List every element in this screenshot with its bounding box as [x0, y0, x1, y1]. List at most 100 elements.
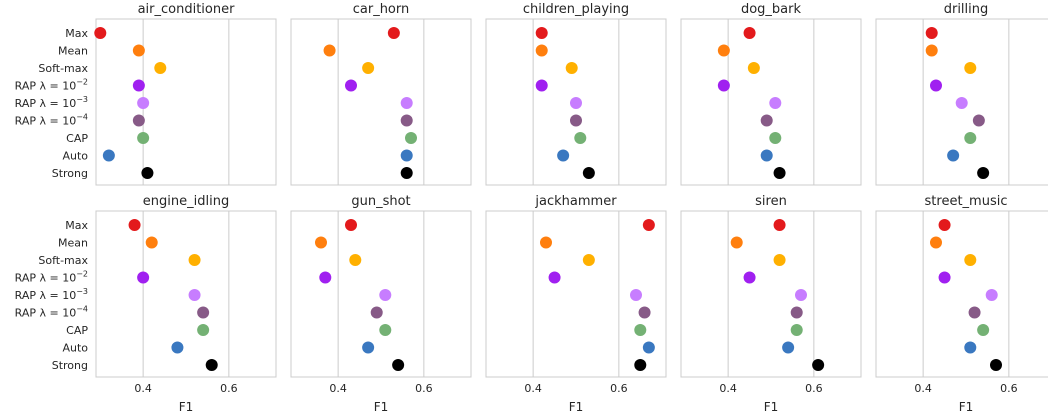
panel-title: engine_idling	[143, 194, 229, 209]
data-point-mean	[323, 44, 336, 57]
data-point-max	[128, 219, 141, 231]
x-tick-label: 0.4	[329, 382, 347, 395]
panel-car-horn: car_horn	[290, 2, 472, 186]
data-point-rap-1e-2	[743, 271, 756, 284]
data-point-mean	[730, 236, 743, 249]
data-point-soft-max	[773, 254, 786, 266]
panel-frame	[680, 18, 862, 186]
panel-title: drilling	[944, 2, 989, 17]
data-point-rap-1e-4	[197, 306, 210, 319]
data-point-strong	[392, 359, 405, 371]
data-point-rap-1e-3	[137, 97, 150, 109]
data-point-rap-1e-3	[379, 289, 392, 301]
panel-frame	[680, 210, 862, 378]
data-point-auto	[171, 341, 184, 354]
data-point-cap	[977, 324, 990, 336]
y-tick-label: CAP	[66, 132, 88, 145]
y-tick-label: Strong	[52, 167, 88, 180]
data-point-mean	[132, 44, 145, 57]
data-point-max	[642, 219, 655, 231]
panel-air-conditioner: air_conditioner Max Mean Soft-max RAP λ = 10…	[15, 2, 277, 186]
data-point-strong	[634, 359, 647, 371]
data-point-rap-1e-3	[985, 289, 998, 301]
data-point-mean	[925, 44, 938, 57]
data-point-rap-1e-4	[972, 114, 985, 127]
x-tick-label: 0.6	[610, 382, 628, 395]
y-tick-label: RAP λ = 10−3	[15, 95, 88, 110]
data-point-soft-max	[582, 254, 595, 266]
data-point-soft-max	[964, 62, 977, 74]
y-tick-label: RAP λ = 10−3	[15, 287, 88, 302]
panel-frame	[95, 210, 277, 378]
data-point-cap	[574, 132, 587, 144]
data-point-rap-1e-3	[795, 289, 807, 301]
data-point-mean	[717, 44, 730, 57]
data-point-max	[535, 27, 548, 39]
panel-dog-bark: dog_bark	[680, 2, 862, 186]
data-point-max	[925, 27, 938, 39]
data-point-soft-max	[362, 62, 375, 74]
data-point-max	[938, 219, 951, 231]
y-tick-label: Max	[65, 219, 88, 232]
data-point-cap	[379, 324, 392, 336]
data-point-strong	[141, 167, 154, 179]
data-point-strong	[812, 359, 825, 371]
panel-frame	[485, 18, 667, 186]
data-point-auto	[760, 149, 773, 162]
panel-jackhammer: jackhammer 0.4 0.6 F1	[485, 194, 667, 414]
data-point-max	[743, 27, 756, 39]
panel-street-music: street_music 0.4 0.6 F1	[875, 194, 1048, 414]
x-axis-label: F1	[374, 400, 389, 414]
data-point-rap-1e-2	[137, 271, 150, 284]
y-tick-label: Soft-max	[38, 254, 88, 267]
panel-frame	[290, 210, 472, 378]
x-tick-label: 0.6	[805, 382, 823, 395]
x-tick-label: 0.4	[134, 382, 152, 395]
data-point-rap-1e-4	[790, 306, 803, 319]
data-point-auto	[102, 149, 115, 162]
data-point-strong	[400, 167, 413, 179]
data-point-rap-1e-4	[132, 114, 145, 127]
data-point-auto	[642, 341, 655, 354]
panel-title: children_playing	[523, 2, 629, 17]
data-point-auto	[362, 341, 375, 354]
data-point-max	[94, 27, 107, 39]
data-point-rap-1e-2	[548, 271, 561, 284]
y-tick-label: RAP λ = 10−2	[15, 270, 88, 285]
x-tick-label: 0.6	[1000, 382, 1018, 395]
data-point-cap	[137, 132, 150, 144]
data-point-rap-1e-4	[968, 306, 981, 319]
data-point-cap	[769, 132, 782, 144]
y-tick-label: Auto	[62, 150, 88, 163]
data-point-soft-max	[188, 254, 201, 266]
y-tick-label: RAP λ = 10−2	[15, 78, 88, 93]
x-axis-label: F1	[959, 400, 974, 414]
panel-title: dog_bark	[741, 2, 802, 17]
x-tick-label: 0.6	[415, 382, 433, 395]
panel-frame	[485, 210, 667, 378]
data-point-strong	[990, 359, 1002, 371]
data-point-rap-1e-4	[400, 114, 413, 127]
y-tick-label: CAP	[66, 324, 88, 337]
panel-frame	[95, 18, 277, 186]
data-point-rap-1e-2	[938, 271, 951, 284]
data-point-soft-max	[349, 254, 362, 266]
data-point-rap-1e-2	[345, 79, 357, 92]
data-point-soft-max	[964, 254, 977, 266]
data-point-cap	[405, 132, 417, 144]
data-point-auto	[964, 341, 977, 354]
data-point-strong	[582, 167, 595, 179]
data-point-auto	[782, 341, 795, 354]
data-point-auto	[400, 149, 413, 162]
data-point-rap-1e-2	[535, 79, 548, 92]
data-point-soft-max	[747, 62, 760, 74]
data-point-strong	[977, 167, 990, 179]
data-point-mean	[930, 236, 942, 249]
y-tick-label: Max	[65, 27, 88, 40]
data-point-rap-1e-4	[638, 306, 651, 319]
data-point-strong	[205, 359, 218, 371]
x-tick-label: 0.4	[719, 382, 737, 395]
data-point-rap-1e-2	[717, 79, 730, 92]
data-point-mean	[315, 236, 327, 249]
